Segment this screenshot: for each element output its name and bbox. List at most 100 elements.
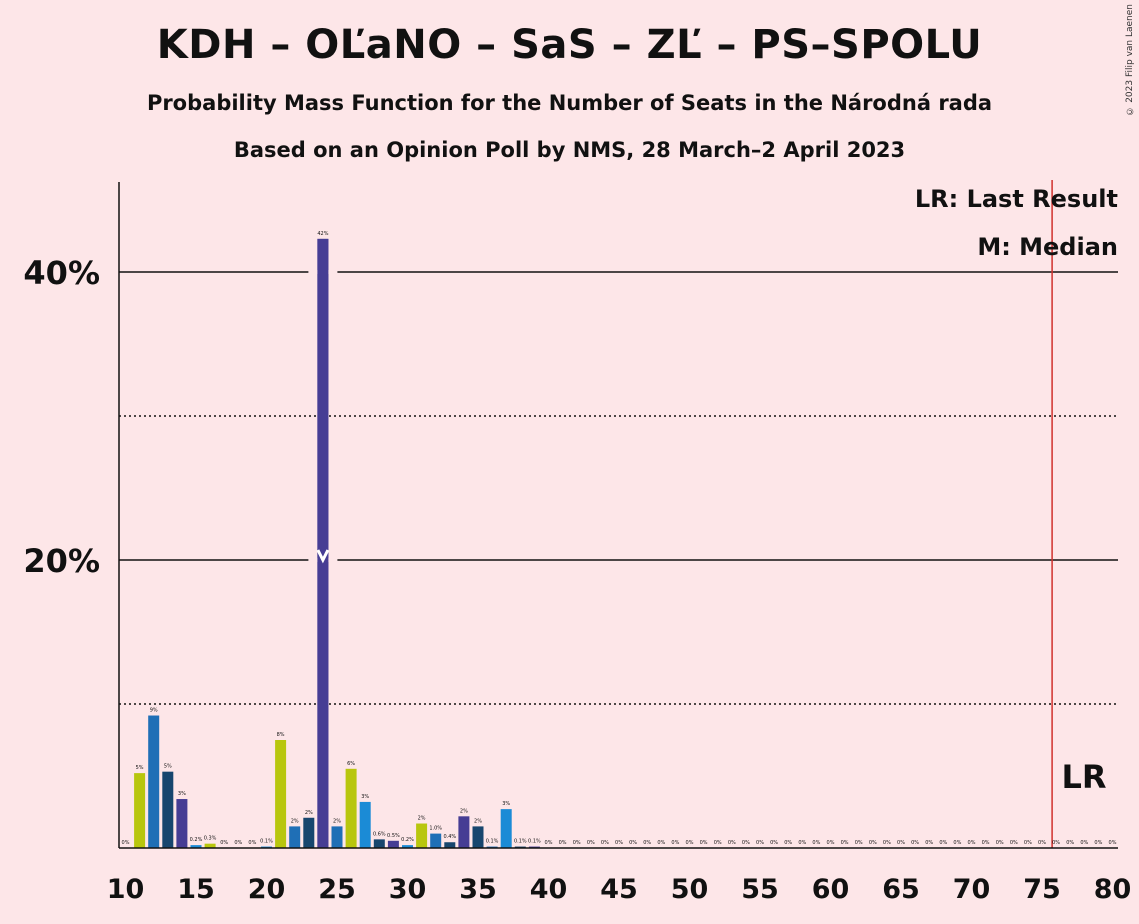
x-tick-label: 80	[1094, 874, 1132, 905]
bar-label-31: 2%	[418, 816, 426, 822]
bar-label-20: 0.1%	[260, 839, 273, 845]
bar-label-71: 0%	[982, 840, 990, 846]
bar-label-60: 0%	[827, 840, 835, 846]
bar-label-59: 0%	[812, 840, 820, 846]
bar-seats-16	[204, 843, 216, 848]
bar-label-13: 5%	[164, 764, 172, 770]
bar-label-46: 0%	[629, 840, 637, 846]
bar-label-63: 0%	[869, 840, 877, 846]
chart-title: KDH – OĽaNO – SaS – ZĽ – PS–SPOLU	[156, 22, 983, 68]
bar-label-40: 0%	[545, 840, 553, 846]
bar-label-51: 0%	[700, 840, 708, 846]
bar-label-69: 0%	[953, 840, 961, 846]
bar-label-35: 2%	[474, 818, 482, 824]
x-tick-label: 20	[248, 874, 286, 905]
bar-label-33: 0.4%	[443, 834, 456, 840]
bar-label-45: 0%	[615, 840, 623, 846]
chart-subtitle: Probability Mass Function for the Number…	[146, 91, 993, 115]
bar-label-12: 9%	[150, 708, 158, 714]
y-tick-label: 20%	[23, 542, 100, 580]
bar-label-78: 0%	[1080, 840, 1088, 846]
bar-label-10: 0%	[122, 840, 130, 846]
bar-label-58: 0%	[798, 840, 806, 846]
axes	[118, 180, 1118, 849]
bar-label-56: 0%	[770, 840, 778, 846]
x-tick-label: 45	[600, 874, 638, 905]
bar-label-14: 3%	[178, 791, 186, 797]
bar-label-16: 0.3%	[204, 836, 217, 842]
bar-label-50: 0%	[686, 840, 694, 846]
labels: 20%40%0%5%9%5%3%0.2% 0.3%0% 0% 0% 0.1%8%2%2%…	[23, 231, 1131, 905]
bar-label-80: 0%	[1109, 840, 1117, 846]
median-bar	[317, 238, 329, 848]
bar-label-36: 0.1%	[486, 839, 499, 845]
bar-label-76: 0%	[1052, 840, 1060, 846]
bar-label-24: 42%	[317, 231, 328, 237]
bar-seats-34	[458, 816, 470, 848]
x-tick-label: 50	[671, 874, 709, 905]
x-tick-label: 65	[882, 874, 920, 905]
legend-last-result: LR: Last Result	[914, 185, 1118, 213]
bar-seats-25	[331, 826, 343, 848]
bar-seats-27	[359, 801, 371, 848]
bar-seats-26	[345, 768, 357, 848]
bar-label-32: 1.0%	[429, 826, 442, 832]
bar-label-23: 2%	[305, 810, 313, 816]
bar-seats-22	[289, 826, 301, 848]
bar-label-26: 6%	[347, 761, 355, 767]
bar-label-54: 0%	[742, 840, 750, 846]
bar-label-15: 0.2%	[190, 837, 203, 843]
bar-label-38: 0.1%	[514, 839, 527, 845]
bar-label-52: 0%	[714, 840, 722, 846]
bar-label-27: 3%	[361, 794, 369, 800]
bar-label-29: 0.5%	[387, 833, 400, 839]
bar-label-41: 0%	[559, 840, 567, 846]
last-result-label: LR	[1061, 758, 1106, 796]
x-tick-label: 30	[389, 874, 427, 905]
bar-seats-31	[416, 823, 428, 848]
bar-label-37: 3%	[502, 801, 510, 807]
bar-label-61: 0%	[841, 840, 849, 846]
bar-label-19: 0%	[248, 840, 256, 846]
bar-label-44: 0%	[601, 840, 609, 846]
bar-label-17: 0%	[220, 840, 228, 846]
bar-label-43: 0%	[587, 840, 595, 846]
x-tick-label: 60	[812, 874, 850, 905]
bar-label-30: 0.2%	[401, 837, 414, 843]
bar-label-64: 0%	[883, 840, 891, 846]
bar-label-73: 0%	[1010, 840, 1018, 846]
bar-seats-14	[176, 799, 188, 848]
bar-label-65: 0%	[897, 840, 905, 846]
x-tick-label: 40	[530, 874, 568, 905]
bar-seats-35	[472, 826, 484, 848]
bar-label-55: 0%	[756, 840, 764, 846]
bar-label-11: 5%	[136, 765, 144, 771]
x-tick-label: 25	[318, 874, 356, 905]
bar-label-49: 0%	[671, 840, 679, 846]
bar-seats-21	[275, 740, 287, 848]
bar-label-21: 8%	[277, 732, 285, 738]
bar-label-62: 0%	[855, 840, 863, 846]
y-tick-label: 40%	[23, 254, 100, 292]
bar-label-28: 0.6%	[373, 831, 386, 837]
bar-label-79: 0%	[1094, 840, 1102, 846]
bar-label-75: 0%	[1038, 840, 1046, 846]
x-tick-label: 15	[177, 874, 215, 905]
grid-lines	[119, 271, 1118, 705]
x-tick-label: 10	[107, 874, 145, 905]
bar-label-47: 0%	[643, 840, 651, 846]
bar-label-25: 2%	[333, 818, 341, 824]
bar-label-53: 0%	[728, 840, 736, 846]
x-tick-label: 35	[459, 874, 497, 905]
bar-label-42: 0%	[573, 840, 581, 846]
bar-seats-12	[148, 715, 160, 848]
x-tick-label: 75	[1023, 874, 1061, 905]
bar-seats-30	[402, 845, 413, 848]
bar-seats-13	[162, 771, 174, 848]
bar-label-67: 0%	[925, 840, 933, 846]
bar-label-77: 0%	[1066, 840, 1074, 846]
bar-seats-29	[387, 840, 399, 848]
chart-source-line: Based on an Opinion Poll by NMS, 28 Marc…	[233, 138, 906, 162]
bar-seats-28	[373, 839, 385, 848]
